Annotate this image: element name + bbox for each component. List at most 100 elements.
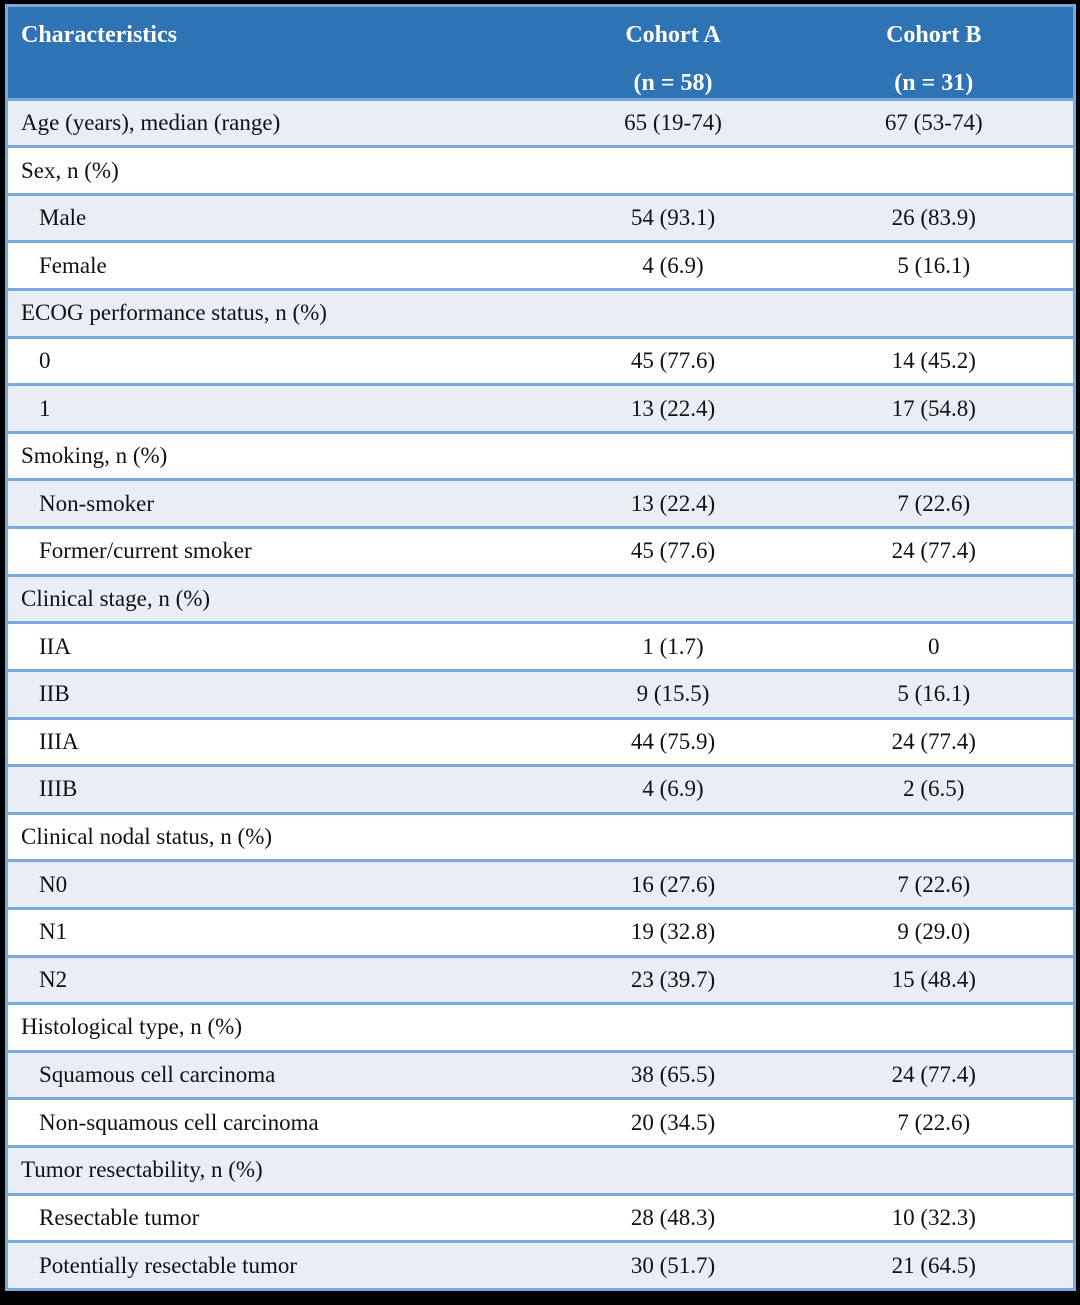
- header-row: Characteristics Cohort A (n = 58) Cohort…: [6, 4, 1075, 101]
- row-label: Female: [6, 240, 552, 292]
- cohort-b-value: [794, 1002, 1075, 1053]
- table-row: Age (years), median (range) 65 (19-74) 67 …: [6, 97, 1075, 149]
- row-label: IIIA: [6, 716, 552, 768]
- table-row: IIIA 44 (75.9) 24 (77.4): [6, 716, 1075, 768]
- cohort-a-value: [551, 1145, 795, 1196]
- cohort-a-value: 65 (19-74): [551, 97, 795, 149]
- cohort-b-value: [794, 430, 1075, 482]
- cohort-b-value: [794, 573, 1075, 625]
- cohort-a-value: 4 (6.9): [551, 764, 795, 815]
- cohort-b-value: 7 (22.6): [794, 859, 1075, 910]
- cohort-b-n: (n = 31): [894, 69, 974, 96]
- row-label: 0: [6, 335, 552, 387]
- cohort-a-value: 54 (93.1): [551, 192, 795, 244]
- patient-characteristics-table: Characteristics Cohort A (n = 58) Cohort…: [5, 4, 1076, 1291]
- row-label: Squamous cell carcinoma: [6, 1049, 552, 1101]
- table-row: 0 45 (77.6) 14 (45.2): [6, 335, 1075, 387]
- row-label: Histological type, n (%): [6, 1002, 552, 1053]
- table-row: Male 54 (93.1) 26 (83.9): [6, 192, 1075, 244]
- cohort-b-value: 0: [794, 621, 1075, 672]
- header-cohort-a: Cohort A (n = 58): [551, 4, 795, 101]
- cohort-b-value: 26 (83.9): [794, 192, 1075, 244]
- cohort-b-value: 9 (29.0): [794, 906, 1075, 958]
- row-label: Former/current smoker: [6, 526, 552, 577]
- row-label: Tumor resectability, n (%): [6, 1145, 552, 1196]
- cohort-a-value: [551, 145, 795, 196]
- table-row: Histological type, n (%): [6, 1002, 1075, 1053]
- cohort-a-value: 28 (48.3): [551, 1192, 795, 1244]
- cohort-b-value: 24 (77.4): [794, 1049, 1075, 1101]
- cohort-b-value: 5 (16.1): [794, 668, 1075, 720]
- cohort-a-value: 30 (51.7): [551, 1240, 795, 1291]
- cohort-a-value: 23 (39.7): [551, 954, 795, 1006]
- row-label: Male: [6, 192, 552, 244]
- table-row: IIIB 4 (6.9) 2 (6.5): [6, 764, 1075, 815]
- row-label: Non-smoker: [6, 478, 552, 530]
- header-characteristics: Characteristics: [6, 4, 552, 101]
- table-row: IIA 1 (1.7) 0: [6, 621, 1075, 672]
- row-label: Resectable tumor: [6, 1192, 552, 1244]
- row-label: IIA: [6, 621, 552, 672]
- cohort-b-value: 24 (77.4): [794, 716, 1075, 768]
- row-label: ECOG performance status, n (%): [6, 288, 552, 339]
- cohort-b-value: 14 (45.2): [794, 335, 1075, 387]
- cohort-a-value: 1 (1.7): [551, 621, 795, 672]
- cohort-a-value: 13 (22.4): [551, 383, 795, 434]
- header-cohort-b: Cohort B (n = 31): [794, 4, 1075, 101]
- cohort-b-value: 7 (22.6): [794, 478, 1075, 530]
- cohort-a-value: 45 (77.6): [551, 526, 795, 577]
- cohort-b-value: 10 (32.3): [794, 1192, 1075, 1244]
- table-row: N2 23 (39.7) 15 (48.4): [6, 954, 1075, 1006]
- table-row: Tumor resectability, n (%): [6, 1145, 1075, 1196]
- cohort-b-value: [794, 288, 1075, 339]
- table-row: Non-smoker 13 (22.4) 7 (22.6): [6, 478, 1075, 530]
- cohort-a-n: (n = 58): [633, 69, 713, 96]
- cohort-a-value: 9 (15.5): [551, 668, 795, 720]
- table-row: N1 19 (32.8) 9 (29.0): [6, 906, 1075, 958]
- cohort-b-value: 21 (64.5): [794, 1240, 1075, 1291]
- row-label: Clinical nodal status, n (%): [6, 811, 552, 863]
- cohort-a-value: [551, 1002, 795, 1053]
- table-row: Female 4 (6.9) 5 (16.1): [6, 240, 1075, 292]
- row-label: N2: [6, 954, 552, 1006]
- cohort-b-value: [794, 811, 1075, 863]
- row-label: Smoking, n (%): [6, 430, 552, 482]
- table-row: Clinical nodal status, n (%): [6, 811, 1075, 863]
- row-label: Potentially resectable tumor: [6, 1240, 552, 1291]
- row-label: Sex, n (%): [6, 145, 552, 196]
- table-row: Potentially resectable tumor 30 (51.7) 21 …: [6, 1240, 1075, 1291]
- cohort-b-value: 15 (48.4): [794, 954, 1075, 1006]
- table-row: Squamous cell carcinoma 38 (65.5) 24 (77.4…: [6, 1049, 1075, 1101]
- cohort-a-value: [551, 811, 795, 863]
- cohort-a-value: 13 (22.4): [551, 478, 795, 530]
- cohort-a-value: [551, 288, 795, 339]
- table-row: Non-squamous cell carcinoma 20 (34.5) 7 (2…: [6, 1097, 1075, 1148]
- table-row: Sex, n (%): [6, 145, 1075, 196]
- table-row: 1 13 (22.4) 17 (54.8): [6, 383, 1075, 434]
- table-row: Former/current smoker 45 (77.6) 24 (77.4): [6, 526, 1075, 577]
- table-row: Clinical stage, n (%): [6, 573, 1075, 625]
- table-header: Characteristics Cohort A (n = 58) Cohort…: [6, 4, 1075, 101]
- row-label: IIIB: [6, 764, 552, 815]
- cohort-a-value: 38 (65.5): [551, 1049, 795, 1101]
- cohort-a-value: 44 (75.9): [551, 716, 795, 768]
- table-row: IIB 9 (15.5) 5 (16.1): [6, 668, 1075, 720]
- row-label: N1: [6, 906, 552, 958]
- table-body: Age (years), median (range) 65 (19-74) 67 …: [6, 97, 1075, 1291]
- cohort-b-value: 67 (53-74): [794, 97, 1075, 149]
- table-row: Resectable tumor 28 (48.3) 10 (32.3): [6, 1192, 1075, 1244]
- cohort-a-value: 20 (34.5): [551, 1097, 795, 1148]
- row-label: Age (years), median (range): [6, 97, 552, 149]
- row-label: 1: [6, 383, 552, 434]
- cohort-a-value: 45 (77.6): [551, 335, 795, 387]
- cohort-b-title: Cohort B: [886, 22, 982, 48]
- cohort-b-value: 5 (16.1): [794, 240, 1075, 292]
- cohort-b-value: 24 (77.4): [794, 526, 1075, 577]
- row-label: Clinical stage, n (%): [6, 573, 552, 625]
- cohort-b-value: 2 (6.5): [794, 764, 1075, 815]
- cohort-b-value: 17 (54.8): [794, 383, 1075, 434]
- cohort-b-value: [794, 1145, 1075, 1196]
- row-label: IIB: [6, 668, 552, 720]
- cohort-a-value: 4 (6.9): [551, 240, 795, 292]
